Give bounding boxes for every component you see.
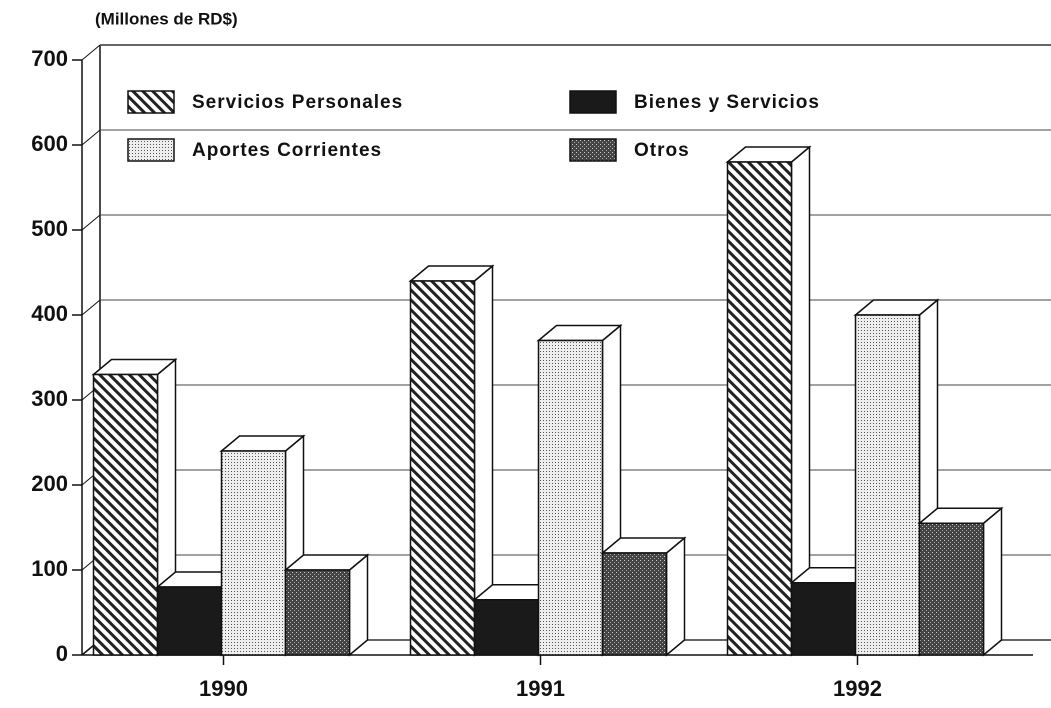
bar	[790, 582, 857, 656]
legend-swatch	[569, 138, 617, 162]
legend-swatch	[569, 90, 617, 114]
bar	[726, 161, 793, 656]
bar	[92, 373, 159, 656]
y-tick-label: 100	[31, 556, 68, 581]
y-tick-label: 500	[31, 216, 68, 241]
axis-depth	[81, 44, 101, 61]
bar-side	[348, 553, 369, 657]
bar	[918, 522, 985, 656]
bar	[601, 552, 668, 656]
legend-label: Servicios Personales	[192, 92, 403, 113]
legend-swatch	[127, 90, 175, 114]
y-tick-label: 600	[31, 131, 68, 156]
x-tick-label: 1990	[199, 676, 248, 701]
y-tick-label: 300	[31, 386, 68, 411]
bar	[537, 339, 604, 656]
y-axis-label: (Millones de RD$)	[95, 9, 238, 28]
bar	[473, 599, 540, 656]
bar	[220, 450, 287, 656]
bar	[156, 586, 223, 656]
bar	[284, 569, 351, 656]
axis-depth	[81, 214, 101, 231]
bar-side	[665, 536, 686, 657]
legend-label: Otros	[634, 140, 690, 161]
axis-depth	[81, 129, 101, 146]
y-tick-label: 0	[56, 641, 68, 666]
legend-label: Aportes Corrientes	[192, 140, 382, 161]
y-tick-label: 400	[31, 301, 68, 326]
y-tick-label: 700	[31, 46, 68, 71]
y-tick-label: 200	[31, 471, 68, 496]
x-tick-label: 1991	[516, 676, 565, 701]
legend-label: Bienes y Servicios	[634, 92, 820, 113]
x-tick-label: 1992	[833, 676, 882, 701]
legend-swatch	[127, 138, 175, 162]
bar	[409, 280, 476, 656]
bar	[854, 314, 921, 656]
axis-depth	[81, 299, 101, 316]
bar-side	[982, 506, 1003, 657]
